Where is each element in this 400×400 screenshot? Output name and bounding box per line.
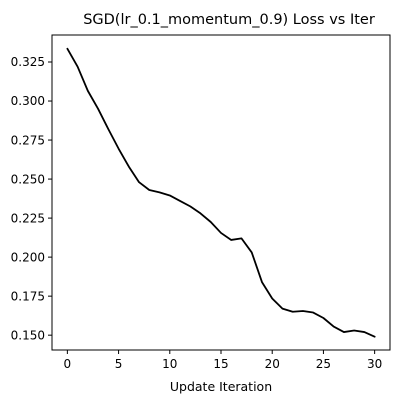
y-tick-label: 0.175 [11,289,45,303]
x-tick-label: 15 [213,357,228,371]
chart-title: SGD(lr_0.1_momentum_0.9) Loss vs Iter [83,12,375,28]
x-axis-label: Update Iteration [170,379,272,394]
y-tick-label: 0.200 [11,250,45,264]
y-tick-label: 0.250 [11,172,45,186]
plot-frame [51,34,391,351]
plot-area [51,34,391,351]
y-tick-label: 0.225 [11,211,45,225]
x-tick-label: 10 [162,357,177,371]
x-tick-label: 30 [367,357,382,371]
y-tick-label: 0.150 [11,328,45,342]
y-axis: 0.150 0.175 0.200 0.225 0.250 0.275 0.300 0.325 [11,55,52,342]
y-tick-label: 0.275 [11,133,45,147]
loss-series-line [66,47,376,338]
x-tick-label: 20 [265,357,280,371]
x-tick-label: 25 [316,357,331,371]
y-tick-label: 0.325 [11,55,45,69]
x-tick-label: 0 [64,357,72,371]
x-axis: 0 5 10 15 20 25 30 [64,350,382,371]
x-tick-label: 5 [115,357,123,371]
y-tick-label: 0.300 [11,94,45,108]
